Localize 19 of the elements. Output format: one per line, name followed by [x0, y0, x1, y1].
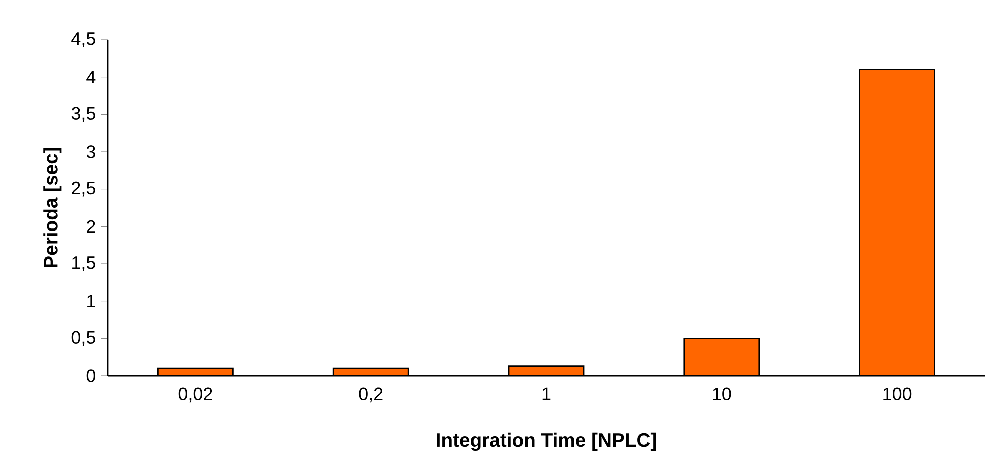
- x-axis-title: Integration Time [NPLC]: [437, 432, 656, 452]
- y-axis-title: Perioda [sec]: [44, 148, 62, 268]
- x-tick-label: 100: [884, 388, 912, 401]
- x-tick-label: 1: [542, 388, 551, 400]
- y-tick-label: 2,5: [72, 182, 96, 197]
- y-tick-label: 3,5: [72, 107, 96, 122]
- y-tick-label: 4,5: [72, 32, 96, 48]
- y-tick-label: 3: [86, 146, 96, 158]
- y-tick-label: 0,5: [72, 331, 96, 346]
- x-tick-label: 0,2: [359, 388, 383, 403]
- bar: [684, 338, 760, 376]
- x-tick-label: 0,02: [178, 388, 212, 403]
- bar: [859, 69, 936, 376]
- x-tick-label: 10: [713, 388, 732, 401]
- y-tick-label: 1: [88, 295, 96, 308]
- y-tick-label: 4: [86, 71, 96, 84]
- y-tick-label: 1,5: [72, 256, 96, 272]
- y-tick-label: 0: [86, 370, 96, 382]
- y-tick-label: 2: [87, 220, 96, 233]
